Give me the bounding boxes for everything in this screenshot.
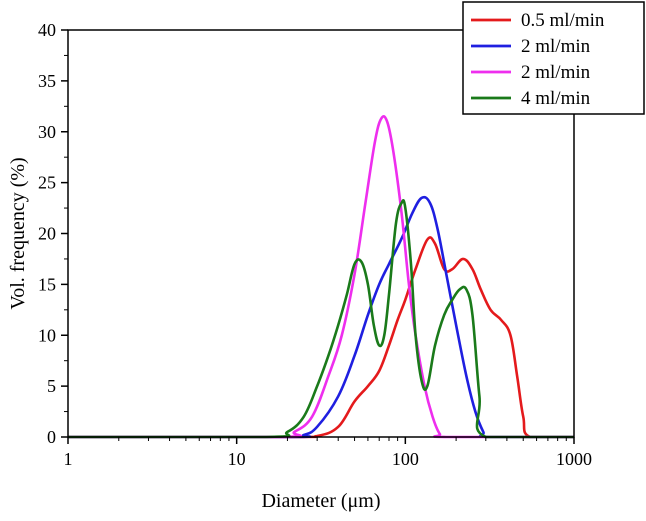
y-tick-label: 0 bbox=[47, 427, 56, 447]
y-tick-label: 30 bbox=[38, 122, 56, 142]
x-tick-label: 100 bbox=[392, 449, 419, 469]
legend-label-4: 4 ml/min bbox=[521, 88, 591, 109]
plot-lines bbox=[68, 115, 574, 439]
y-tick-label: 10 bbox=[38, 325, 56, 345]
x-tick-label: 10 bbox=[228, 449, 246, 469]
y-axis: 0 5 10 15 20 25 30 35 40 bbox=[38, 20, 68, 447]
series-line-2 bbox=[68, 195, 574, 439]
series-line-4 bbox=[68, 199, 574, 439]
series-line-3 bbox=[68, 115, 574, 439]
legend: 0.5 ml/min 2 ml/min 2 ml/min 4 ml/min bbox=[462, 1, 645, 115]
legend-label-3: 2 ml/min bbox=[521, 62, 591, 83]
y-tick-label: 25 bbox=[38, 173, 56, 193]
y-tick-label: 40 bbox=[38, 20, 56, 40]
legend-label-2: 2 ml/min bbox=[521, 36, 591, 57]
x-tick-label: 1000 bbox=[556, 449, 592, 469]
y-axis-title: Vol. frequency (%) bbox=[7, 157, 29, 309]
y-tick-label: 5 bbox=[47, 376, 56, 396]
legend-label-1: 0.5 ml/min bbox=[521, 10, 605, 31]
x-axis-title: Diameter (μm) bbox=[261, 490, 380, 512]
y-tick-label: 20 bbox=[38, 224, 56, 244]
x-axis: 1 10 100 1000 bbox=[64, 437, 592, 469]
series-line-1 bbox=[68, 236, 574, 439]
y-tick-label: 35 bbox=[38, 71, 56, 91]
x-tick-label: 1 bbox=[64, 449, 73, 469]
y-tick-label: 15 bbox=[38, 274, 56, 294]
